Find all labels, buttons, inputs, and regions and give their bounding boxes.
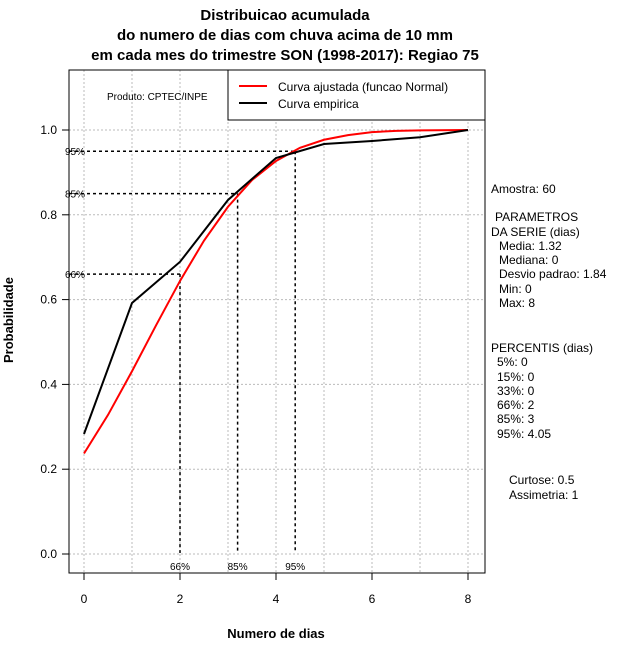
series-line-fitted-normal (83, 129, 469, 455)
percentile-y-label: 95% (65, 147, 85, 158)
legend: Curva ajustada (funcao Normal) Curva emp… (227, 69, 486, 121)
percentil-85: 85%: 3 (497, 412, 535, 426)
x-axis-label: Numero de dias (227, 626, 325, 641)
series-lines (83, 129, 469, 455)
y-tick-label: 0.6 (40, 293, 57, 307)
x-tick-label: 0 (81, 592, 88, 606)
x-tick-label: 6 (369, 592, 376, 606)
x-tick-label: 8 (465, 592, 472, 606)
percentis-title: PERCENTIS (dias) (491, 341, 593, 355)
legend-label-fitted: Curva ajustada (funcao Normal) (278, 80, 448, 94)
series-line-empirical (83, 129, 469, 435)
percentil-5: 5%: 0 (497, 355, 528, 369)
credit-text: Produto: CPTEC/INPE (107, 92, 208, 103)
param-min: Min: 0 (499, 282, 532, 296)
plot-frame (68, 69, 486, 574)
param-mediana: Mediana: 0 (499, 253, 559, 267)
chart-title-line-2: do numero de dias com chuva acima de 10 … (117, 27, 453, 44)
percentile-markers: 66% 66% 85% 85% 95% 95% (65, 147, 305, 573)
y-tick-label: 0.8 (40, 208, 57, 222)
axes: 0.0 0.2 0.4 0.6 0.8 1.0 0 2 4 6 8 (40, 123, 471, 606)
chart-title-line-1: Distribuicao acumulada (200, 7, 370, 24)
stats-panel: Amostra: 60 PARAMETROS DA SERIE (dias) M… (491, 182, 607, 502)
percentil-66: 66%: 2 (497, 398, 535, 412)
legend-box (227, 69, 486, 121)
percentile-y-label: 85% (65, 190, 85, 201)
percentile-x-label: 66% (170, 562, 190, 573)
param-media: Media: 1.32 (499, 239, 562, 253)
x-tick-label: 2 (177, 592, 184, 606)
chart-title-line-3: em cada mes do trimestre SON (1998-2017)… (91, 47, 479, 64)
percentil-95: 95%: 4.05 (497, 427, 551, 441)
curtose: Curtose: 0.5 (509, 473, 575, 487)
y-tick-label: 1.0 (40, 123, 57, 137)
percentil-33: 33%: 0 (497, 384, 535, 398)
assimetria: Assimetria: 1 (509, 488, 579, 502)
params-title-1: PARAMETROS (495, 210, 578, 224)
y-tick-label: 0.4 (40, 377, 57, 391)
y-tick-label: 0.2 (40, 462, 57, 476)
percentile-x-label: 95% (285, 562, 305, 573)
sample-size: Amostra: 60 (491, 182, 556, 196)
percentile-y-label: 66% (65, 270, 85, 281)
grid (69, 70, 485, 573)
percentil-15: 15%: 0 (497, 370, 535, 384)
y-tick-label: 0.0 (40, 547, 57, 561)
legend-label-empirical: Curva empirica (278, 97, 359, 111)
percentile-x-label: 85% (228, 562, 248, 573)
param-desvio: Desvio padrao: 1.84 (499, 267, 607, 281)
x-tick-label: 4 (273, 592, 280, 606)
param-max: Max: 8 (499, 296, 535, 310)
y-axis-label: Probabilidade (1, 277, 16, 363)
params-title-2: DA SERIE (dias) (491, 225, 580, 239)
